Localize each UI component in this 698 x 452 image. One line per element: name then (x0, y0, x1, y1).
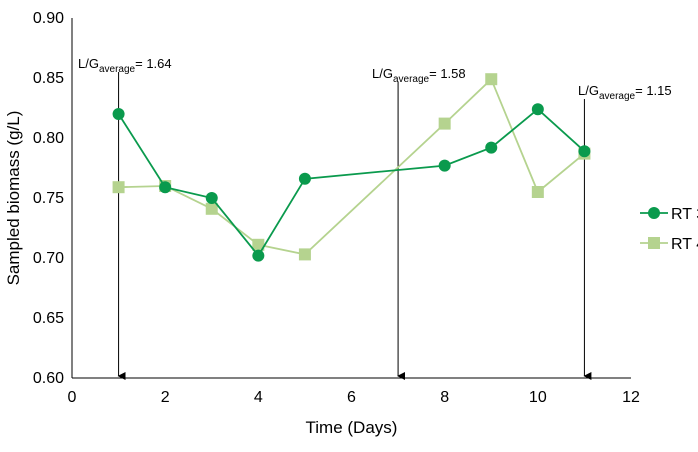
annotations: L/Gaverage= 1.64L/Gaverage= 1.58L/Gavera… (78, 56, 672, 380)
y-axis-title: Sampled biomass (g/L) (4, 111, 23, 286)
series-rt-4 (112, 73, 591, 261)
y-tick-label: 0.75 (33, 190, 64, 207)
y-tick-labels: 0.60 0.65 0.70 0.75 0.80 0.85 0.90 (33, 10, 64, 387)
y-tick-label: 0.85 (33, 70, 64, 87)
annotation-label: L/Gaverage= 1.58 (372, 66, 466, 85)
x-tick-label: 0 (68, 389, 77, 406)
data-point (205, 202, 218, 215)
x-tick-label: 2 (161, 389, 170, 406)
data-point (112, 181, 125, 194)
x-axis-title: Time (Days) (306, 418, 398, 437)
data-point (485, 73, 498, 86)
annotation-prefix: L/G (578, 83, 599, 98)
annotation-subscript: average (99, 64, 136, 75)
legend-label: RT 4 (671, 236, 698, 253)
x-tick-label: 8 (440, 389, 449, 406)
legend-item: RT 4 (640, 236, 698, 253)
data-point (298, 172, 311, 185)
axes (71, 18, 631, 379)
data-point (531, 186, 544, 198)
data-point (159, 181, 172, 194)
y-tick-label: 0.90 (33, 10, 64, 27)
data-point (298, 248, 311, 261)
x-tick-label: 12 (622, 389, 640, 406)
legend-marker (648, 237, 660, 249)
y-tick-label: 0.60 (33, 370, 64, 387)
data-point (252, 249, 265, 262)
data-point (485, 141, 498, 154)
annotation-subscript: average (393, 74, 430, 85)
annotation-value: = 1.64 (135, 56, 172, 71)
data-point (578, 145, 591, 158)
data-point (252, 238, 265, 251)
data-point (112, 108, 125, 120)
series-rt-3 (112, 103, 591, 262)
data-point (438, 159, 451, 172)
series-line (117, 108, 586, 258)
data-point (205, 192, 218, 204)
data-point (531, 103, 544, 116)
annotation-label: L/Gaverage= 1.64 (78, 56, 172, 75)
annotation-value: = 1.58 (429, 66, 466, 81)
x-tick-label: 6 (347, 389, 356, 406)
annotation-prefix: L/G (372, 66, 393, 81)
x-tick-label: 4 (254, 389, 263, 406)
x-tick-label: 10 (529, 389, 547, 406)
legend: RT 3 RT 4 (640, 206, 698, 253)
series-layer (112, 73, 591, 262)
annotation-prefix: L/G (78, 56, 99, 71)
y-tick-label: 0.65 (33, 310, 64, 327)
legend-label: RT 3 (671, 206, 698, 223)
annotation-label: L/Gaverage= 1.15 (578, 83, 672, 102)
annotation-subscript: average (599, 91, 636, 102)
annotation-value: = 1.15 (635, 83, 672, 98)
x-tick-labels: 0 2 4 6 8 10 12 (68, 389, 640, 406)
legend-item: RT 3 (640, 206, 698, 223)
data-point (438, 117, 451, 130)
y-tick-label: 0.80 (33, 130, 64, 147)
y-tick-label: 0.70 (33, 250, 64, 267)
legend-marker (648, 207, 660, 219)
series-line (118, 77, 585, 256)
